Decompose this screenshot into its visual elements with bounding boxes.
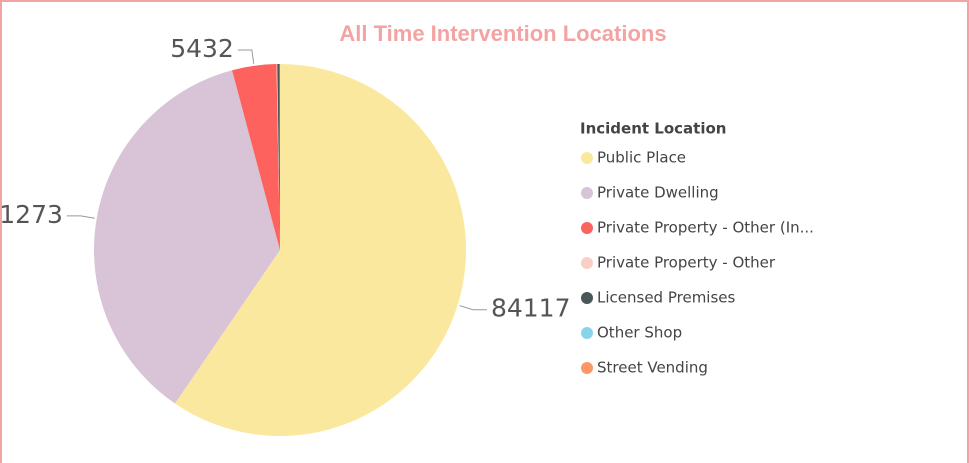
leader-line <box>459 305 487 311</box>
leader-line <box>237 49 255 64</box>
chart-title: All Time Intervention Locations <box>339 21 666 46</box>
legend-marker <box>581 222 593 234</box>
pie-slice <box>232 64 280 250</box>
leader-line <box>66 215 95 219</box>
pie-slice <box>277 64 280 250</box>
legend-marker <box>581 152 593 164</box>
data-label: 51273 <box>0 200 63 229</box>
legend-marker <box>581 362 593 374</box>
legend-marker <box>581 257 593 269</box>
legend-marker <box>581 187 593 199</box>
legend-label: Private Dwelling <box>597 184 719 202</box>
legend-marker <box>581 292 593 304</box>
legend-label: Private Property - Other <box>597 254 776 272</box>
pie-slice <box>94 70 280 404</box>
legend-title: Incident Location <box>580 120 726 138</box>
legend-marker <box>581 327 593 339</box>
legend-label: Private Property - Other (In... <box>597 219 814 237</box>
legend-label: Street Vending <box>597 359 708 377</box>
data-label: 84117 <box>491 294 571 323</box>
pie-slice <box>174 64 466 436</box>
pie-slice <box>276 64 280 250</box>
data-label: 5432 <box>170 34 234 63</box>
legend-label: Public Place <box>597 149 686 167</box>
legend-label: Other Shop <box>597 324 682 342</box>
legend-label: Licensed Premises <box>597 289 736 307</box>
